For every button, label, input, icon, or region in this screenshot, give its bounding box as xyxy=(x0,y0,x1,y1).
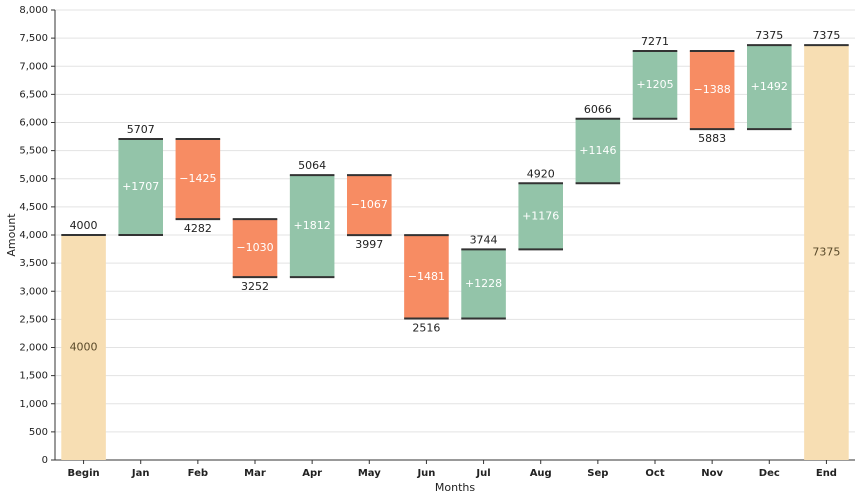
y-tick-label: 3,000 xyxy=(19,286,48,297)
y-tick-label: 5,000 xyxy=(19,174,48,185)
y-axis-title: Amount xyxy=(5,213,18,257)
y-tick-label: 0 xyxy=(42,455,48,466)
y-tick-label: 4,000 xyxy=(19,230,48,241)
y-tick-label: 7,500 xyxy=(19,33,48,44)
x-tick-label: Nov xyxy=(701,468,723,479)
x-tick-label: Jan xyxy=(131,468,150,479)
total-label: 4282 xyxy=(184,222,212,235)
y-tick-label: 1,000 xyxy=(19,399,48,410)
bar xyxy=(575,118,621,184)
total-label: 7375 xyxy=(812,29,840,42)
x-tick-label: Begin xyxy=(68,468,100,479)
bar xyxy=(404,235,449,319)
total-label: 7271 xyxy=(641,35,669,48)
total-label: 2516 xyxy=(412,321,440,334)
y-tick-label: 6,500 xyxy=(19,89,48,100)
x-tick-label: End xyxy=(816,468,837,479)
bar-value-label: −1030 xyxy=(236,241,273,254)
total-label: 7375 xyxy=(755,29,783,42)
y-tick-label: 2,000 xyxy=(19,343,48,354)
bar-value-label: +1205 xyxy=(636,78,673,91)
x-tick-label: May xyxy=(358,468,381,479)
bar-value-label: +1812 xyxy=(294,219,331,232)
bar-value-label: 7375 xyxy=(812,246,840,259)
y-tick-label: 1,500 xyxy=(19,371,48,382)
bar xyxy=(175,138,221,220)
bar-value-label: −1425 xyxy=(179,172,216,185)
y-tick-label: 5,500 xyxy=(19,146,48,157)
bar xyxy=(461,249,506,319)
x-tick-label: Sep xyxy=(587,468,608,479)
x-tick-label: Dec xyxy=(759,468,780,479)
y-tick-label: 500 xyxy=(29,427,48,438)
x-tick-label: Jul xyxy=(475,468,490,479)
total-label: 4920 xyxy=(527,167,555,180)
x-axis-title: Months xyxy=(435,481,475,494)
bar-value-label: +1228 xyxy=(465,277,502,290)
bar-value-label: +1707 xyxy=(122,180,159,193)
bar-value-label: −1481 xyxy=(408,270,445,283)
bar xyxy=(61,235,106,460)
x-tick-label: Oct xyxy=(645,468,664,479)
total-label: 5883 xyxy=(698,132,726,145)
bar xyxy=(518,183,563,250)
bar xyxy=(632,51,678,119)
y-tick-label: 2,500 xyxy=(19,314,48,325)
y-tick-label: 7,000 xyxy=(19,61,48,72)
y-tick-label: 4,500 xyxy=(19,202,48,213)
x-tick-label: Feb xyxy=(188,468,208,479)
bar xyxy=(232,219,278,278)
total-label: 3744 xyxy=(470,233,498,246)
total-label: 6066 xyxy=(584,103,612,116)
x-tick-label: Jun xyxy=(416,468,435,479)
x-tick-label: Aug xyxy=(530,468,552,479)
bar xyxy=(689,51,735,130)
bar-value-label: 4000 xyxy=(70,341,98,354)
x-tick-label: Apr xyxy=(302,468,322,479)
total-label: 4000 xyxy=(70,219,98,232)
bar-value-label: +1146 xyxy=(579,144,616,157)
bar xyxy=(747,45,792,130)
y-tick-label: 8,000 xyxy=(19,5,48,16)
x-tick-label: Mar xyxy=(244,468,266,479)
y-tick-label: 6,000 xyxy=(19,118,48,129)
bar-value-label: −1388 xyxy=(694,83,731,96)
total-label: 3252 xyxy=(241,280,269,293)
total-label: 3997 xyxy=(355,238,383,251)
bar xyxy=(347,175,392,236)
bar-value-label: −1067 xyxy=(351,198,388,211)
bar xyxy=(804,45,849,460)
total-label: 5064 xyxy=(298,159,326,172)
bar xyxy=(118,138,163,235)
y-tick-label: 3,500 xyxy=(19,258,48,269)
total-label: 5707 xyxy=(127,123,155,136)
bar xyxy=(289,175,335,278)
bar-value-label: +1176 xyxy=(522,209,559,222)
bar-value-label: +1492 xyxy=(751,80,788,93)
